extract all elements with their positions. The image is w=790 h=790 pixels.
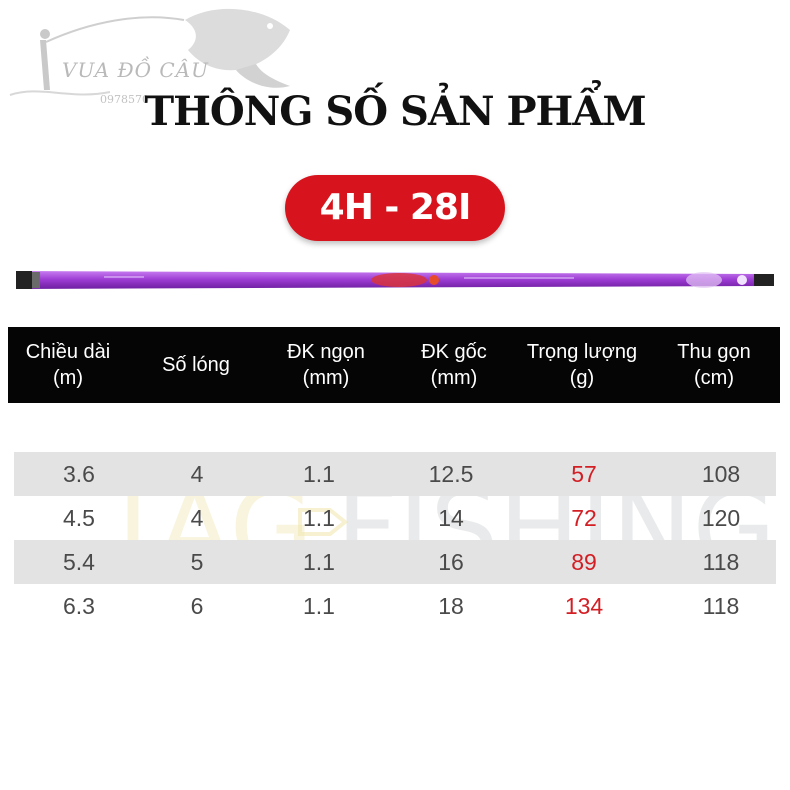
- header-length: Chiều dài (m): [25, 341, 111, 389]
- table-row: 5.4 5 1.1 16 89 118: [14, 540, 776, 584]
- cell-tip-diameter: 1.1: [303, 593, 335, 619]
- cell-tip-diameter: 1.1: [303, 505, 335, 531]
- header-butt-diameter: ĐK gốc (mm): [421, 341, 487, 389]
- model-badge: 4H - 28I: [285, 175, 505, 241]
- cell-weight: 72: [571, 505, 597, 531]
- fishing-rod-image: [16, 271, 774, 289]
- table-row: 3.6 4 1.1 12.5 57 108: [14, 452, 776, 496]
- cell-length: 6.3: [63, 593, 95, 619]
- brand-logo: VUA ĐỒ CÂU 0978570: [0, 0, 300, 110]
- cell-butt-diameter: 14: [438, 505, 464, 531]
- cell-closed-length: 118: [702, 549, 740, 575]
- cell-tip-diameter: 1.1: [303, 461, 335, 487]
- header-sections: Số lóng: [162, 354, 230, 376]
- header-closed-length: Thu gọn (cm): [677, 341, 751, 389]
- cell-closed-length: 108: [701, 461, 741, 487]
- cell-butt-diameter: 16: [438, 549, 464, 575]
- logo-text: VUA ĐỒ CÂU: [62, 58, 209, 82]
- cell-tip-diameter: 1.1: [303, 549, 335, 575]
- cell-sections: 6: [190, 593, 204, 619]
- fish-logo-icon: [9, 8, 290, 96]
- cell-butt-diameter: 12.5: [428, 461, 474, 487]
- cell-sections: 4: [190, 461, 204, 487]
- cell-length: 3.6: [63, 461, 95, 487]
- header-weight: Trọng lượng (g): [526, 341, 638, 389]
- header-tip-diameter: ĐK ngọn (mm): [287, 341, 365, 389]
- cell-weight: 89: [571, 549, 597, 575]
- cell-butt-diameter: 18: [438, 593, 464, 619]
- cell-weight: 57: [571, 461, 597, 487]
- cell-length: 4.5: [63, 505, 95, 531]
- logo-phone: 0978570: [100, 93, 149, 106]
- cell-closed-length: 118: [702, 593, 740, 619]
- page-title: THÔNG SỐ SẢN PHẨM: [144, 88, 646, 135]
- cell-sections: 4: [190, 505, 204, 531]
- table-header: Chiều dài (m) Số lóng ĐK ngọn (mm) ĐK gốc(…: [8, 327, 780, 403]
- cell-weight: 134: [564, 593, 604, 619]
- table-row: 6.3 6 1.1 18 134 118: [14, 584, 776, 628]
- table-row: 4.5 4 1.1 14 72 120: [14, 496, 776, 540]
- cell-closed-length: 120: [701, 505, 741, 531]
- model-badge-label: 4H - 28I: [319, 187, 472, 228]
- cell-sections: 5: [190, 549, 204, 575]
- cell-length: 5.4: [63, 549, 95, 575]
